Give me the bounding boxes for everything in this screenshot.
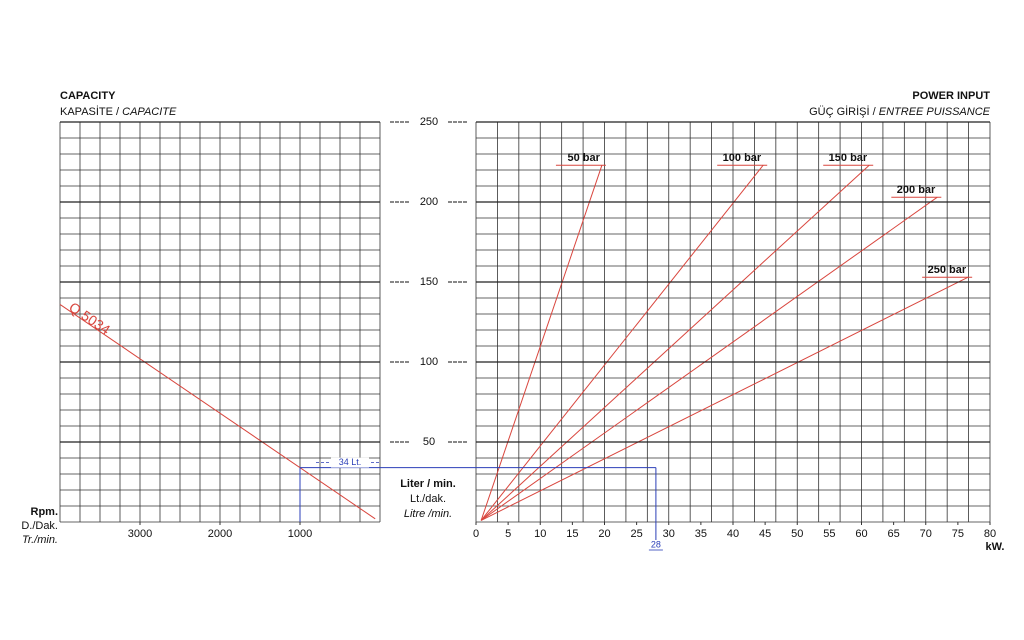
x-tick-label: 40 (727, 528, 739, 540)
subtitle-alt: ENTREE PUISSANCE (879, 106, 991, 118)
y-tick-label: 250 (420, 116, 438, 128)
right-subtitle: GÜÇ GİRİŞİ / ENTREE PUISSANCE (809, 105, 991, 118)
x-tick-label: 25 (631, 528, 643, 540)
series-label: 200 bar (897, 184, 936, 196)
x-tick-label: 15 (566, 528, 578, 540)
series-line (480, 276, 969, 521)
series-line (480, 164, 870, 521)
x-label: Rpm. (31, 506, 59, 518)
x-tick-label: 20 (598, 528, 610, 540)
x-tick-label: 30 (663, 528, 675, 540)
right-title: POWER INPUT (912, 90, 990, 102)
example-label: 34 Lt. (339, 457, 362, 467)
x-tick-label: 55 (823, 528, 835, 540)
y-tick-label: 150 (420, 276, 438, 288)
x-tick-label: 2000 (208, 528, 232, 540)
x-label: kW. (986, 541, 1005, 553)
series-label: 50 bar (568, 152, 601, 164)
y-tick-label: 100 (420, 356, 438, 368)
y-label: Liter / min. (400, 478, 456, 490)
x-label: D./Dak. (21, 520, 58, 532)
x-tick-label: 65 (888, 528, 900, 540)
x-tick-label: 1000 (288, 528, 312, 540)
series-label: 100 bar (723, 152, 762, 164)
subtitle-alt: CAPACITE (122, 106, 177, 118)
x-tick-label: 5 (505, 528, 511, 540)
y-tick-label: 200 (420, 196, 438, 208)
x-tick-label: 0 (473, 528, 479, 540)
series-line (59, 303, 376, 520)
example-label-bg (331, 457, 369, 468)
x-tick-label: 75 (952, 528, 964, 540)
x-tick-label: 3000 (128, 528, 152, 540)
series-line (480, 165, 603, 521)
series-label: Q 5034 (66, 299, 113, 338)
example-label: 28 (651, 539, 661, 549)
x-label: Tr./min. (22, 534, 58, 546)
subtitle-text: GÜÇ GİRİŞİ / (809, 105, 877, 118)
x-tick-label: 80 (984, 528, 996, 540)
y-tick-label: 50 (423, 436, 435, 448)
series-line (480, 196, 938, 521)
subtitle-text: KAPASİTE / (60, 105, 120, 118)
y-label: Litre /min. (404, 508, 452, 520)
x-tick-label: 50 (791, 528, 803, 540)
left-subtitle: KAPASİTE / CAPACITE (60, 105, 177, 118)
left-title: CAPACITY (60, 90, 116, 102)
x-tick-label: 35 (695, 528, 707, 540)
x-tick-label: 45 (759, 528, 771, 540)
x-tick-label: 70 (920, 528, 932, 540)
x-tick-label: 10 (534, 528, 546, 540)
series-line (480, 164, 764, 521)
series-label: 250 bar (928, 264, 967, 276)
x-tick-label: 60 (855, 528, 867, 540)
series-label: 150 bar (829, 152, 868, 164)
y-label: Lt./dak. (410, 493, 446, 505)
